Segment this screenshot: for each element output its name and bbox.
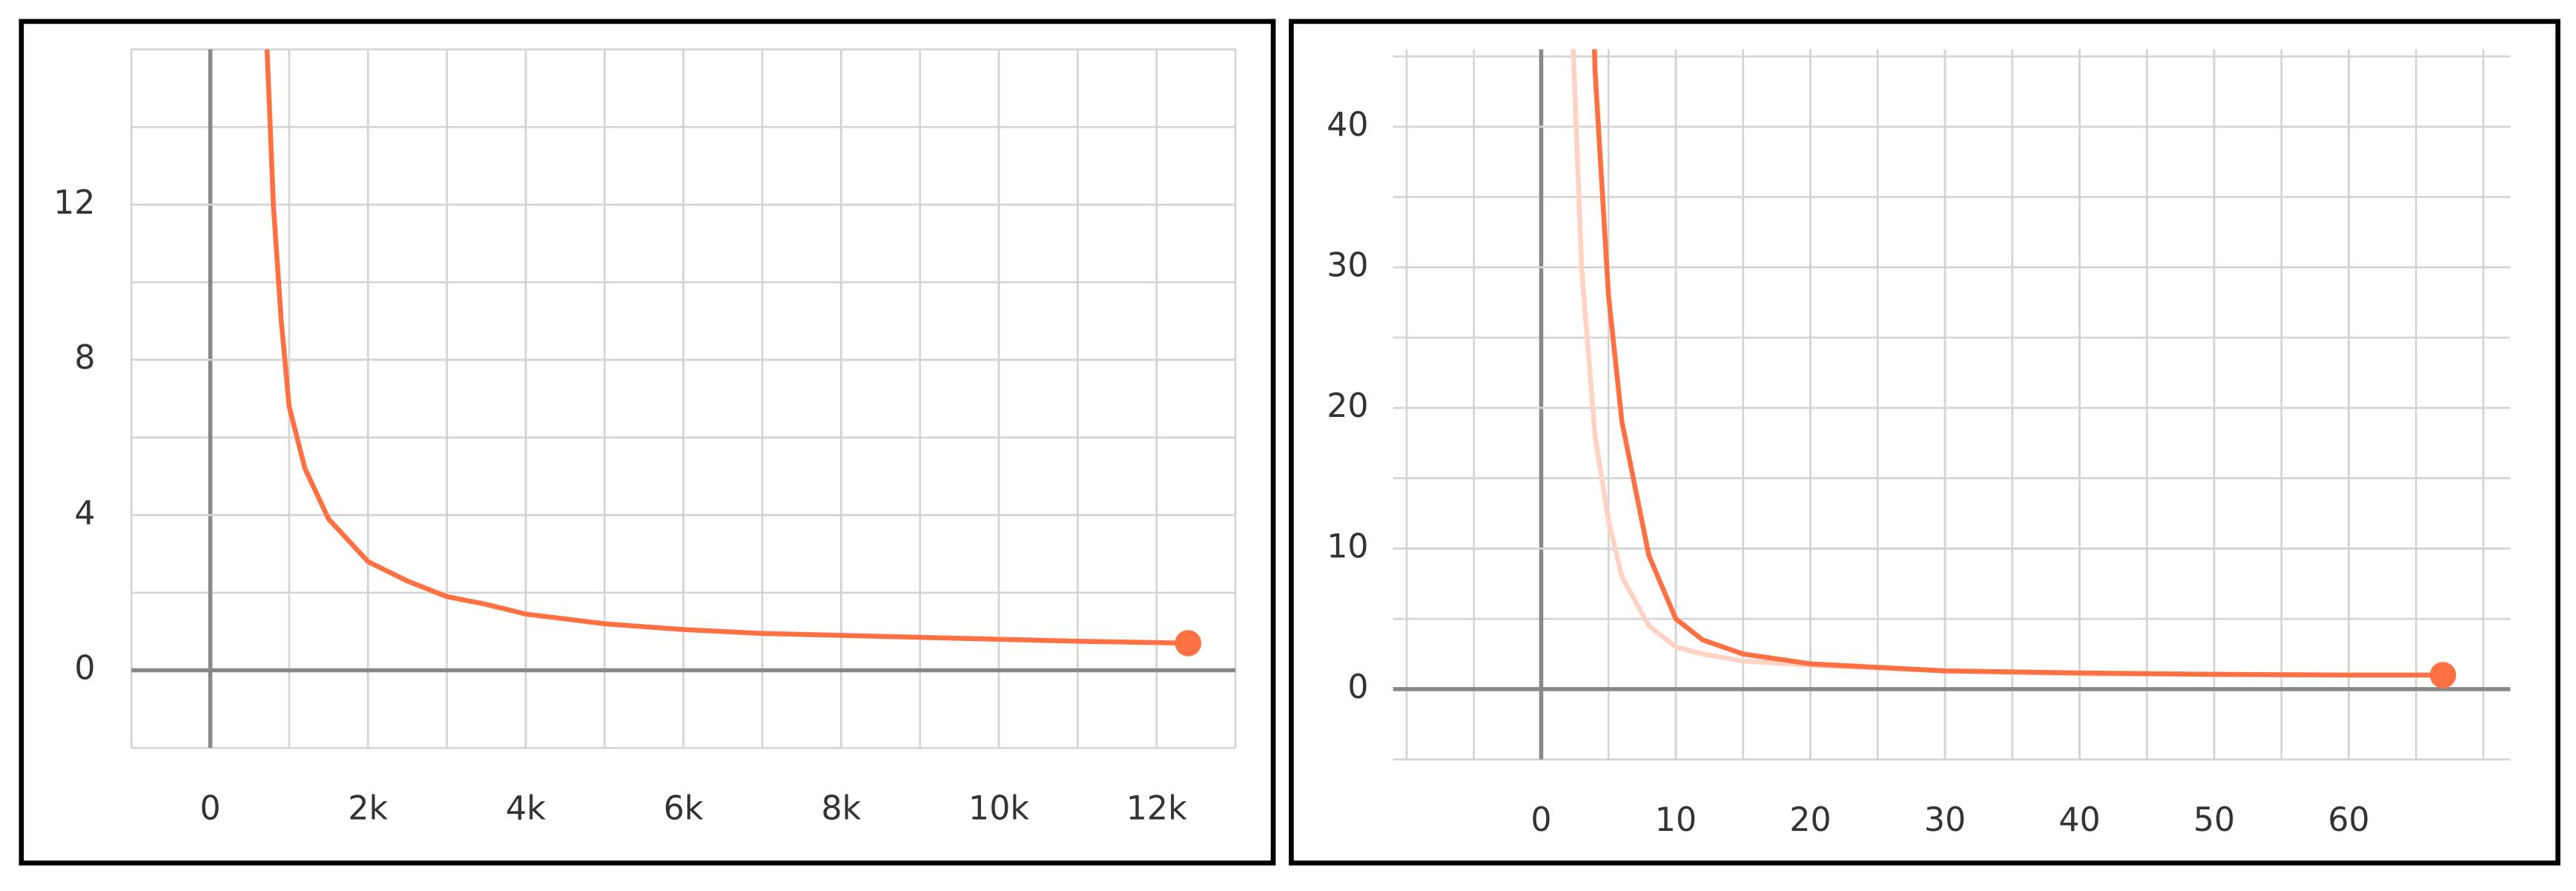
end-point [2429, 662, 2457, 688]
x-tick-label: 0 [199, 789, 220, 827]
x-tick-label: 4k [506, 789, 546, 827]
y-tick-label: 0 [74, 650, 95, 688]
y-tick-label: 40 [1327, 106, 1368, 144]
x-tick-label: 20 [1789, 801, 1831, 839]
y-tick-label: 8 [74, 339, 95, 377]
series-line [1591, 49, 2443, 678]
x-tick-label: 12k [1126, 789, 1187, 827]
x-tick-label: 8k [821, 789, 861, 827]
panel [1289, 19, 2560, 866]
x-tick-label: 0 [1530, 801, 1551, 839]
y-tick-label: 10 [1327, 527, 1368, 565]
x-tick-label: 40 [2058, 801, 2100, 839]
y-tick-label: 0 [1347, 668, 1368, 706]
series-line [264, 49, 1189, 646]
x-tick-label: 10 [1655, 801, 1697, 839]
end-point [1175, 630, 1202, 657]
plot: 0 10 20 30 40 50 60 0 10 20 30 40 [1327, 49, 2511, 839]
y-tick-label: 20 [1327, 387, 1368, 425]
x-tick-label: 30 [1924, 801, 1966, 839]
x-tick-label: 2k [348, 789, 388, 827]
plot: 0 2k 4k 6k 8k 10k 12k 0 4 8 12 [53, 48, 1237, 827]
x-tick-label: 60 [2328, 801, 2369, 839]
x-tick-label: 10k [968, 789, 1029, 827]
y-tick-label: 4 [74, 494, 95, 532]
x-tick-label: 6k [664, 789, 704, 827]
y-tick-label: 12 [53, 184, 95, 222]
panel [19, 19, 1276, 866]
x-tick-label: 50 [2193, 801, 2235, 839]
y-tick-label: 30 [1327, 246, 1368, 284]
